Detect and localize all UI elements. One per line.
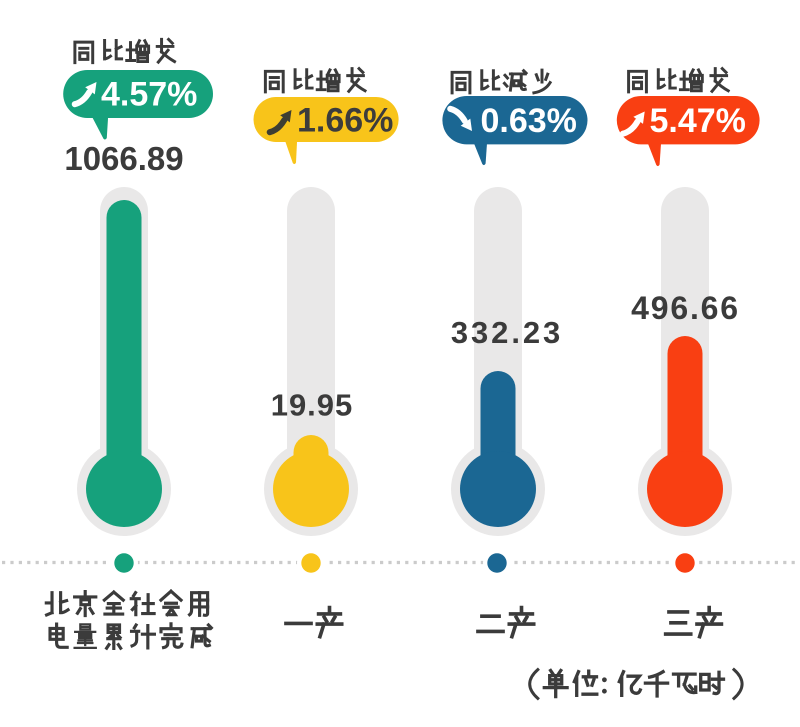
svg-text:5.47%: 5.47% xyxy=(650,102,746,140)
svg-text:1066.89: 1066.89 xyxy=(64,140,183,177)
svg-text:0.63%: 0.63% xyxy=(481,102,577,140)
svg-text:19.95: 19.95 xyxy=(271,388,354,423)
svg-text:1.66%: 1.66% xyxy=(297,102,393,140)
svg-text:4.57%: 4.57% xyxy=(101,76,197,114)
svg-text:496.66: 496.66 xyxy=(631,290,740,326)
svg-text:332.23: 332.23 xyxy=(451,315,563,350)
